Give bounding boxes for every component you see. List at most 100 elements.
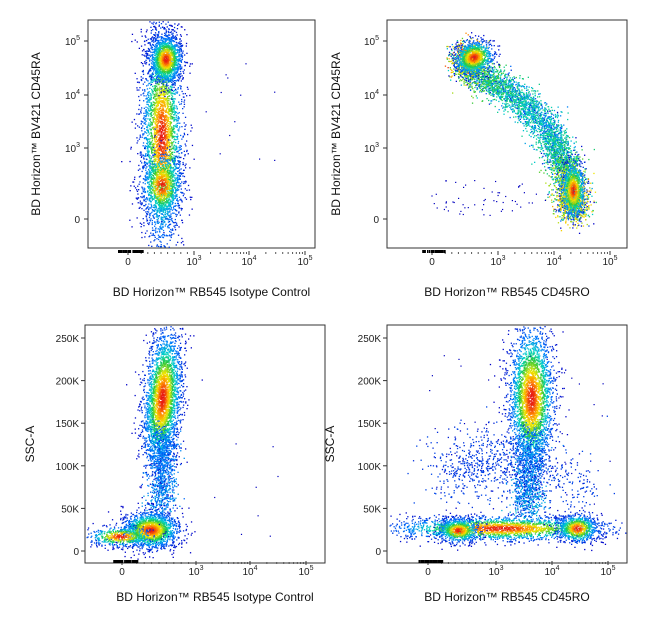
data-point <box>143 145 144 146</box>
data-point <box>153 235 154 236</box>
data-point <box>141 29 142 30</box>
data-point <box>152 47 153 48</box>
data-point <box>179 112 180 113</box>
data-point <box>169 126 170 127</box>
data-point <box>136 189 137 190</box>
data-point <box>141 76 142 77</box>
data-point <box>150 165 151 166</box>
data-point <box>157 214 158 215</box>
data-point <box>143 92 144 93</box>
data-point <box>141 107 142 108</box>
data-point <box>136 87 137 88</box>
data-point <box>147 135 148 136</box>
data-point <box>153 22 154 23</box>
data-point <box>130 148 131 149</box>
data-point <box>145 118 146 119</box>
data-point <box>170 106 171 107</box>
data-point <box>149 133 150 134</box>
data-point <box>142 89 143 90</box>
data-point <box>142 125 143 126</box>
data-point <box>145 119 146 120</box>
data-point <box>168 100 169 101</box>
data-point <box>174 23 175 24</box>
data-point <box>135 123 136 124</box>
data-point <box>161 244 162 245</box>
data-point <box>165 225 166 226</box>
x-tick-label: 103 <box>186 255 201 268</box>
data-point <box>191 125 192 126</box>
data-point <box>145 201 146 202</box>
data-point <box>182 222 183 223</box>
data-point <box>186 140 187 141</box>
x-tick-label: 105 <box>297 255 312 268</box>
data-point <box>176 32 177 33</box>
data-point <box>139 105 140 106</box>
plot-panel-1: 0 103 104 105 BD Horizon™ RB545 Isotype Cont… <box>29 20 315 299</box>
data-point <box>152 140 153 141</box>
data-point <box>137 125 138 126</box>
data-point <box>157 231 158 232</box>
data-point <box>181 242 182 243</box>
data-point <box>176 244 177 245</box>
data-point <box>140 111 141 112</box>
data-point <box>184 151 185 152</box>
data-point <box>151 89 152 90</box>
data-point <box>145 170 146 171</box>
data-point <box>141 130 142 131</box>
data-point <box>144 82 145 83</box>
data-point <box>180 135 181 136</box>
data-point <box>152 93 153 94</box>
data-point <box>145 137 146 138</box>
y-axis-label: BD Horizon™ BV421 CD45RA <box>29 52 43 215</box>
data-point <box>184 106 185 107</box>
data-point <box>181 101 182 102</box>
data-point <box>144 138 145 139</box>
data-point <box>150 27 151 28</box>
data-point <box>139 139 140 140</box>
data-point <box>152 69 153 70</box>
data-point <box>178 87 179 88</box>
data-point <box>143 225 144 226</box>
data-point <box>146 109 147 110</box>
data-point <box>145 37 146 38</box>
data-point <box>194 159 195 160</box>
data-point <box>179 123 180 124</box>
data-point <box>138 96 139 97</box>
data-point <box>175 219 176 220</box>
data-point <box>162 146 163 147</box>
data-point <box>136 137 137 138</box>
data-point <box>173 126 174 127</box>
x-axis-label: BD Horizon™ RB545 Isotype Control <box>113 285 310 299</box>
data-point <box>173 233 174 234</box>
data-point <box>148 95 149 96</box>
y-axis: 0103104105 <box>65 35 88 226</box>
data-point <box>141 224 142 225</box>
data-point <box>170 117 171 118</box>
data-point <box>143 65 144 66</box>
data-point <box>138 109 139 110</box>
y-tick-label: 105 <box>65 35 80 48</box>
data-point <box>149 213 150 214</box>
data-point <box>167 210 168 211</box>
data-point <box>149 141 150 142</box>
data-point <box>153 230 154 231</box>
flow-cytometry-figure: 0 103 104 105 BD Horizon™ RB545 Isotype Cont… <box>0 0 650 623</box>
data-point <box>134 119 135 120</box>
data-point <box>179 126 180 127</box>
data-point <box>189 73 190 74</box>
data-point <box>141 31 142 32</box>
data-point <box>163 85 164 86</box>
data-point <box>184 133 185 134</box>
y-tick-label: 0 <box>74 215 80 226</box>
data-point <box>171 95 172 96</box>
data-point <box>145 110 146 111</box>
data-point <box>180 88 181 89</box>
data-point <box>147 88 148 89</box>
data-point <box>146 132 147 133</box>
data-point <box>153 113 154 114</box>
data-point <box>179 153 180 154</box>
data-point <box>142 137 143 138</box>
data-point <box>140 161 141 162</box>
data-point <box>138 189 139 190</box>
data-point <box>157 244 158 245</box>
